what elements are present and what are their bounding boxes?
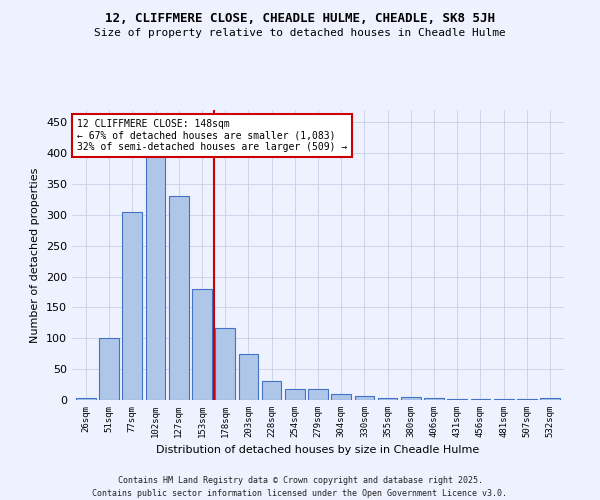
Text: 12, CLIFFMERE CLOSE, CHEADLE HULME, CHEADLE, SK8 5JH: 12, CLIFFMERE CLOSE, CHEADLE HULME, CHEA… [105,12,495,26]
Bar [355,396,374,400]
Bar [494,399,514,400]
Y-axis label: Number of detached properties: Number of detached properties [31,168,40,342]
Bar [215,328,235,400]
Bar [76,398,96,400]
Text: 12 CLIFFMERE CLOSE: 148sqm
← 67% of detached houses are smaller (1,083)
32% of s: 12 CLIFFMERE CLOSE: 148sqm ← 67% of deta… [77,118,347,152]
Bar [401,397,421,400]
Bar [262,382,281,400]
Bar [169,196,188,400]
Bar [192,289,212,400]
Bar [146,144,166,400]
Bar [285,389,305,400]
Bar [378,398,397,400]
Bar [122,212,142,400]
Bar [239,354,258,400]
Text: Contains HM Land Registry data © Crown copyright and database right 2025.
Contai: Contains HM Land Registry data © Crown c… [92,476,508,498]
Bar [424,398,444,400]
X-axis label: Distribution of detached houses by size in Cheadle Hulme: Distribution of detached houses by size … [157,446,479,456]
Bar [308,389,328,400]
Bar [99,338,119,400]
Bar [540,398,560,400]
Text: Size of property relative to detached houses in Cheadle Hulme: Size of property relative to detached ho… [94,28,506,38]
Bar [331,394,351,400]
